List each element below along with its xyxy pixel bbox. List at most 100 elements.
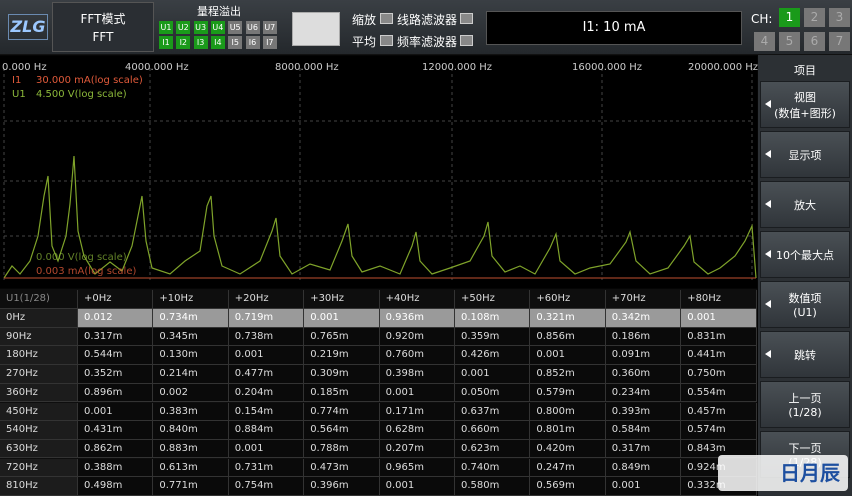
table-cell[interactable]: 0.862m <box>78 440 153 459</box>
table-cell[interactable]: 0.765m <box>304 328 379 347</box>
table-cell[interactable]: 0.309m <box>304 365 379 384</box>
table-cell[interactable]: 0.569m <box>530 477 605 496</box>
table-cell[interactable]: 0.317m <box>78 328 153 347</box>
table-cell[interactable]: 0.884m <box>229 421 304 440</box>
table-cell[interactable]: 0.801m <box>530 421 605 440</box>
ch-button[interactable]: 5 <box>779 32 800 51</box>
ch-button[interactable]: 2 <box>804 8 825 27</box>
table-cell[interactable]: 0.317m <box>606 440 681 459</box>
sidebar-button[interactable]: 数值项(U1) <box>760 281 850 328</box>
table-cell[interactable]: 0.760m <box>380 346 455 365</box>
table-cell[interactable]: 0.130m <box>153 346 228 365</box>
table-cell[interactable]: 0.001 <box>455 365 530 384</box>
table-cell[interactable]: 0.352m <box>78 365 153 384</box>
table-cell[interactable]: 0.247m <box>530 459 605 478</box>
table-cell[interactable]: 0.738m <box>229 328 304 347</box>
table-cell[interactable]: 0.359m <box>455 328 530 347</box>
table-cell[interactable]: 0.574m <box>681 421 756 440</box>
ch-button[interactable]: 4 <box>754 32 775 51</box>
table-cell[interactable]: 0.185m <box>304 384 379 403</box>
table-cell[interactable]: 0.584m <box>606 421 681 440</box>
table-cell[interactable]: 0.580m <box>455 477 530 496</box>
table-cell[interactable]: 0.002 <box>153 384 228 403</box>
table-cell[interactable]: 0.001 <box>304 309 379 328</box>
table-cell[interactable]: 0.204m <box>229 384 304 403</box>
sidebar-button[interactable]: 视图(数值+图形) <box>760 81 850 128</box>
table-cell[interactable]: 0.623m <box>455 440 530 459</box>
sidebar-button[interactable]: 放大 <box>760 181 850 228</box>
table-cell[interactable]: 0.788m <box>304 440 379 459</box>
table-cell[interactable]: 0.920m <box>380 328 455 347</box>
table-cell[interactable]: 0.579m <box>530 384 605 403</box>
table-cell[interactable]: 0.750m <box>681 365 756 384</box>
table-cell[interactable]: 0.001 <box>681 309 756 328</box>
table-cell[interactable]: 0.420m <box>530 440 605 459</box>
table-cell[interactable]: 0.896m <box>78 384 153 403</box>
table-cell[interactable]: 0.856m <box>530 328 605 347</box>
table-cell[interactable]: 0.207m <box>380 440 455 459</box>
table-cell[interactable]: 0.108m <box>455 309 530 328</box>
table-cell[interactable]: 0.001 <box>380 384 455 403</box>
table-cell[interactable]: 0.050m <box>455 384 530 403</box>
freq-filter-check[interactable] <box>460 35 473 46</box>
table-cell[interactable]: 0.852m <box>530 365 605 384</box>
table-cell[interactable]: 0.544m <box>78 346 153 365</box>
filter-icon[interactable] <box>292 12 340 46</box>
table-cell[interactable]: 0.383m <box>153 403 228 422</box>
table-cell[interactable]: 0.001 <box>229 346 304 365</box>
table-cell[interactable]: 0.473m <box>304 459 379 478</box>
table-cell[interactable]: 0.849m <box>606 459 681 478</box>
table-cell[interactable]: 0.393m <box>606 403 681 422</box>
table-cell[interactable]: 0.441m <box>681 346 756 365</box>
table-cell[interactable]: 0.637m <box>455 403 530 422</box>
table-cell[interactable]: 0.840m <box>153 421 228 440</box>
table-cell[interactable]: 0.883m <box>153 440 228 459</box>
ch-button[interactable]: 3 <box>829 8 850 27</box>
table-cell[interactable]: 0.001 <box>380 477 455 496</box>
line-filter-check[interactable] <box>460 13 473 24</box>
table-cell[interactable]: 0.345m <box>153 328 228 347</box>
table-cell[interactable]: 0.498m <box>78 477 153 496</box>
table-cell[interactable]: 0.457m <box>681 403 756 422</box>
table-cell[interactable]: 0.360m <box>606 365 681 384</box>
table-cell[interactable]: 0.613m <box>153 459 228 478</box>
zoom-check[interactable] <box>380 13 393 24</box>
table-cell[interactable]: 0.171m <box>380 403 455 422</box>
table-cell[interactable]: 0.154m <box>229 403 304 422</box>
table-cell[interactable]: 0.398m <box>380 365 455 384</box>
table-cell[interactable]: 0.936m <box>380 309 455 328</box>
table-cell[interactable]: 0.800m <box>530 403 605 422</box>
table-cell[interactable]: 0.731m <box>229 459 304 478</box>
table-cell[interactable]: 0.012 <box>78 309 153 328</box>
table-cell[interactable]: 0.477m <box>229 365 304 384</box>
table-cell[interactable]: 0.719m <box>229 309 304 328</box>
table-cell[interactable]: 0.754m <box>229 477 304 496</box>
sidebar-button[interactable]: 跳转 <box>760 331 850 378</box>
table-cell[interactable]: 0.091m <box>606 346 681 365</box>
table-cell[interactable]: 0.219m <box>304 346 379 365</box>
table-cell[interactable]: 0.660m <box>455 421 530 440</box>
table-cell[interactable]: 0.001 <box>229 440 304 459</box>
table-cell[interactable]: 0.001 <box>530 346 605 365</box>
sidebar-button[interactable]: 显示项 <box>760 131 850 178</box>
ch-button[interactable]: 7 <box>829 32 850 51</box>
table-cell[interactable]: 0.564m <box>304 421 379 440</box>
table-cell[interactable]: 0.214m <box>153 365 228 384</box>
table-cell[interactable]: 0.740m <box>455 459 530 478</box>
table-cell[interactable]: 0.001 <box>78 403 153 422</box>
table-cell[interactable]: 0.388m <box>78 459 153 478</box>
table-cell[interactable]: 0.774m <box>304 403 379 422</box>
table-cell[interactable]: 0.426m <box>455 346 530 365</box>
ch-button[interactable]: 1 <box>779 8 800 27</box>
table-cell[interactable]: 0.965m <box>380 459 455 478</box>
average-check[interactable] <box>380 35 393 46</box>
table-cell[interactable]: 0.831m <box>681 328 756 347</box>
table-cell[interactable]: 0.234m <box>606 384 681 403</box>
table-cell[interactable]: 0.321m <box>530 309 605 328</box>
table-cell[interactable]: 0.342m <box>606 309 681 328</box>
ch-button[interactable]: 6 <box>804 32 825 51</box>
table-cell[interactable]: 0.431m <box>78 421 153 440</box>
table-cell[interactable]: 0.628m <box>380 421 455 440</box>
table-cell[interactable]: 0.001 <box>606 477 681 496</box>
table-cell[interactable]: 0.186m <box>606 328 681 347</box>
